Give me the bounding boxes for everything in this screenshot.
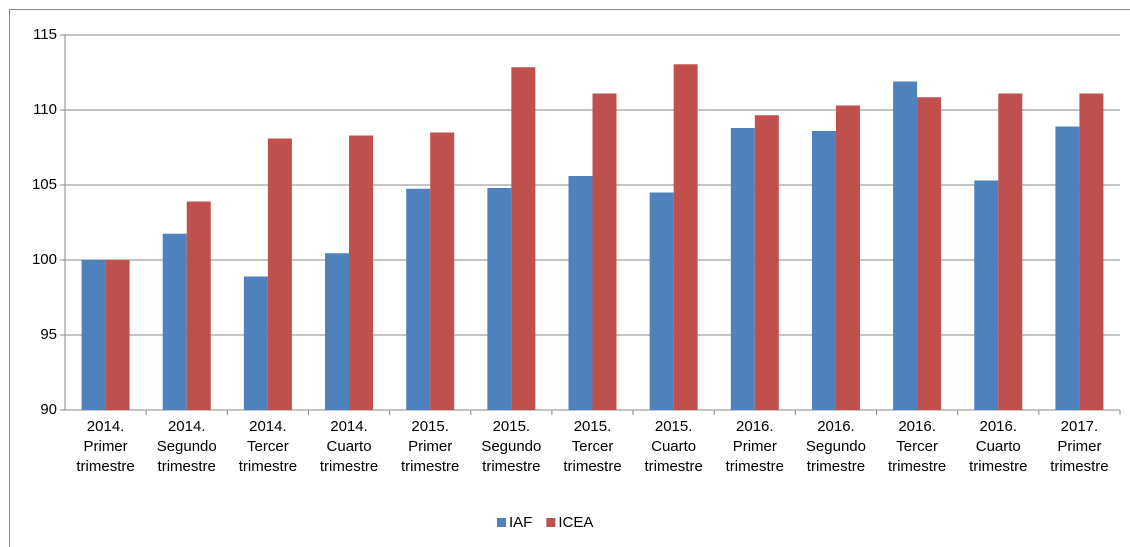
y-tick-label: 110 (33, 101, 57, 118)
y-tick-label: 105 (32, 176, 57, 193)
x-tick-label: 2014. Primer trimestre (76, 418, 134, 475)
bar (811, 131, 836, 410)
bar (754, 115, 779, 410)
x-tick-label: 2014. Tercer trimestre (239, 418, 297, 475)
legend-swatch (546, 518, 556, 527)
x-tick-label: 2016. Segundo trimestre (806, 418, 866, 475)
bar (730, 128, 755, 410)
bar (162, 233, 187, 410)
y-tick-label: 100 (32, 251, 57, 268)
x-tick-label: 2016. Tercer trimestre (888, 418, 946, 475)
y-tick-label: 95 (40, 326, 57, 343)
bar (243, 276, 268, 410)
x-tick-label: 2017. Primer trimestre (1050, 418, 1108, 475)
bar (998, 93, 1023, 410)
bar (1055, 126, 1080, 410)
bar (893, 81, 918, 410)
y-tick-label: 115 (33, 26, 57, 43)
legend-swatch (497, 518, 506, 527)
bar (430, 132, 455, 410)
bar (835, 105, 860, 410)
bar (325, 253, 350, 410)
bar (511, 67, 536, 410)
bar (673, 64, 698, 410)
x-tick-label: 2015. Primer trimestre (401, 418, 459, 475)
bar (81, 260, 106, 410)
legend-label: IAF (509, 514, 532, 531)
bar (1079, 93, 1104, 410)
x-tick-label: 2014. Segundo trimestre (157, 418, 217, 475)
x-tick-label: 2016. Cuarto trimestre (969, 418, 1027, 475)
bar (917, 97, 942, 410)
y-tick-label: 90 (40, 401, 57, 418)
x-tick-label: 2015. Tercer trimestre (563, 418, 621, 475)
bar (186, 201, 211, 410)
bar (406, 188, 431, 410)
x-tick-label: 2015. Segundo trimestre (481, 418, 541, 475)
bar (568, 176, 593, 410)
bar (105, 260, 130, 410)
bar (592, 93, 617, 410)
bar (267, 138, 292, 410)
bar (649, 192, 674, 410)
x-tick-label: 2015. Cuarto trimestre (644, 418, 702, 475)
legend-label: ICEA (558, 514, 593, 531)
bar (974, 180, 999, 410)
chart-border (9, 9, 1130, 547)
bar (349, 135, 374, 410)
bar (487, 188, 512, 410)
x-tick-label: 2014. Cuarto trimestre (320, 418, 378, 475)
x-tick-label: 2016. Primer trimestre (726, 418, 784, 475)
